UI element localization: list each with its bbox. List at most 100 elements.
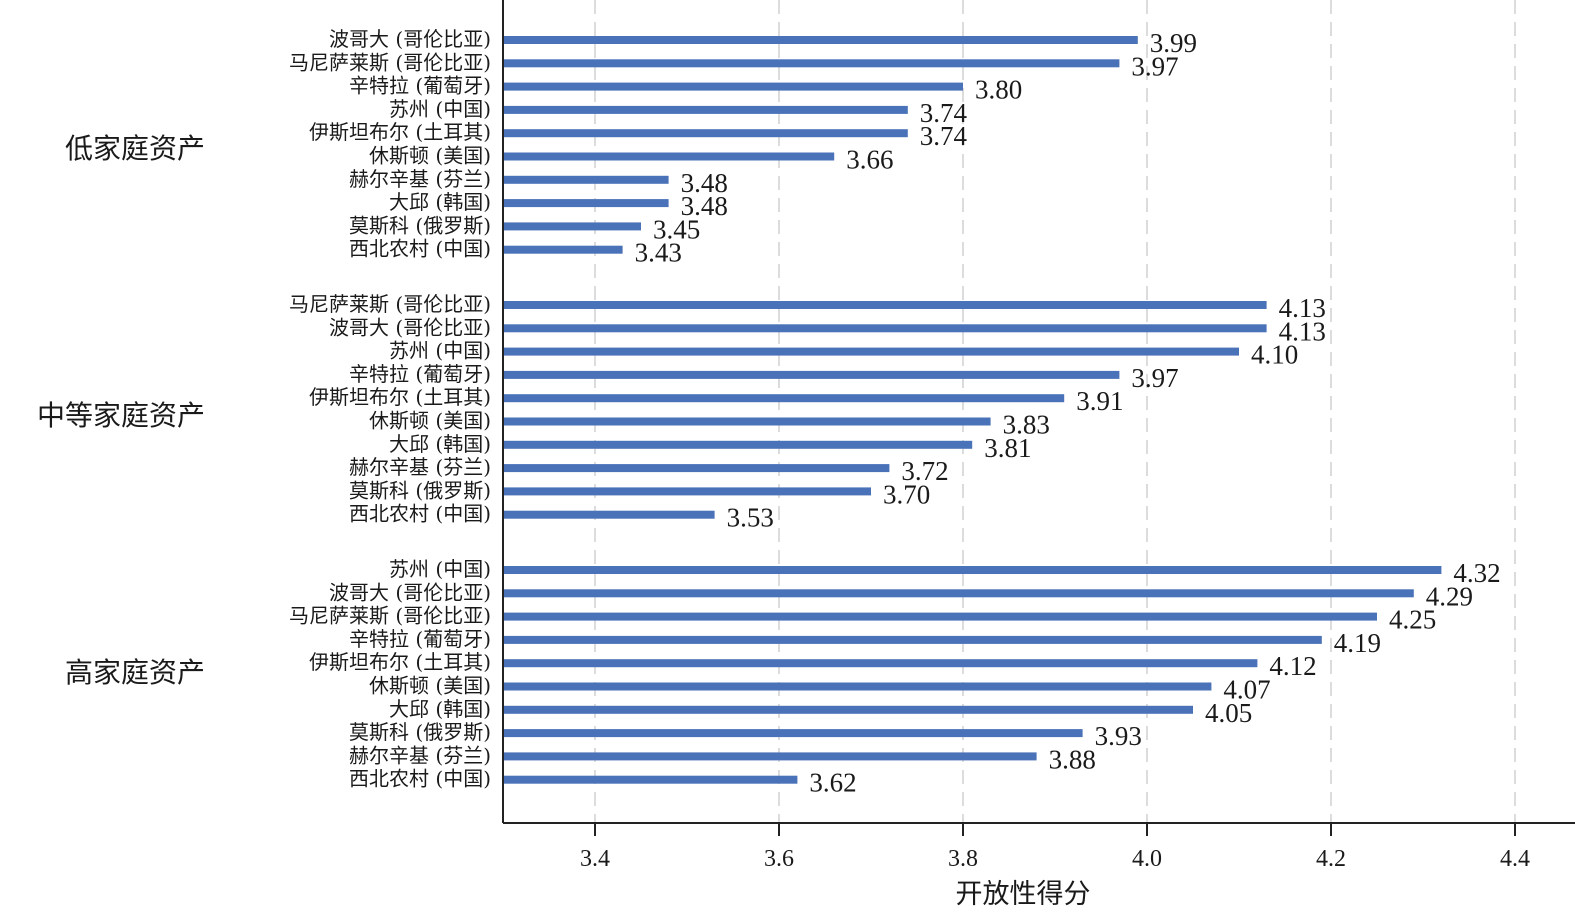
category-label: 波哥大 (哥伦比亚) — [329, 580, 491, 604]
category-label: 伊斯坦布尔 (土耳其) — [309, 385, 491, 409]
category-label: 马尼萨莱斯 (哥伦比亚) — [289, 604, 491, 628]
data-label: 4.07 — [1223, 675, 1270, 705]
data-label: 3.97 — [1131, 51, 1178, 81]
bar — [503, 59, 1120, 68]
data-label: 3.74 — [920, 98, 968, 128]
x-tick-label: 4.0 — [1132, 846, 1162, 872]
bar — [503, 612, 1377, 621]
bar — [503, 729, 1083, 738]
bar — [503, 566, 1442, 574]
data-label: 3.97 — [1131, 363, 1178, 393]
category-label: 辛特拉 (葡萄牙) — [349, 362, 491, 386]
category-label: 西北农村 (中国) — [349, 237, 491, 261]
bar — [503, 510, 715, 519]
bar — [503, 222, 641, 231]
bar — [503, 635, 1322, 644]
data-label: 4.25 — [1389, 605, 1436, 635]
data-label: 3.45 — [653, 214, 700, 244]
bar — [503, 775, 798, 784]
category-label: 苏州 (中国) — [389, 97, 491, 121]
category-label: 莫斯科 (俄罗斯) — [349, 478, 491, 502]
bar — [503, 659, 1258, 668]
data-label: 3.48 — [681, 191, 728, 221]
x-tick-label: 4.2 — [1316, 846, 1346, 872]
data-label: 3.43 — [635, 238, 682, 268]
group-label: 高家庭资产 — [65, 656, 205, 689]
category-label: 马尼萨莱斯 (哥伦比亚) — [289, 50, 491, 74]
category-label: 赫尔辛基 (芬兰) — [349, 455, 491, 479]
category-label: 伊斯坦布尔 (土耳其) — [309, 650, 491, 674]
category-label: 大邱 (韩国) — [389, 697, 491, 721]
bar — [503, 589, 1414, 598]
bar — [503, 440, 973, 449]
data-label: 3.72 — [901, 456, 948, 486]
category-label: 莫斯科 (俄罗斯) — [349, 213, 491, 237]
bar — [503, 394, 1065, 403]
category-label: 大邱 (韩国) — [389, 190, 491, 214]
category-label: 伊斯坦布尔 (土耳其) — [309, 120, 491, 144]
data-label: 4.10 — [1251, 340, 1298, 370]
category-label: 莫斯科 (俄罗斯) — [349, 720, 491, 744]
category-label: 休斯顿 (美国) — [369, 144, 491, 168]
bar — [503, 36, 1138, 44]
data-label: 3.62 — [809, 768, 856, 798]
category-label: 西北农村 (中国) — [349, 767, 491, 791]
bar — [503, 752, 1037, 761]
data-label: 3.48 — [681, 168, 728, 198]
bar — [503, 487, 871, 496]
bars — [503, 36, 1442, 784]
category-label: 苏州 (中国) — [389, 557, 491, 581]
bar — [503, 682, 1212, 691]
category-label: 大邱 (韩国) — [389, 432, 491, 456]
category-label: 辛特拉 (葡萄牙) — [349, 627, 491, 651]
bar — [503, 324, 1267, 333]
x-axis-label: 开放性得分 — [956, 879, 1091, 910]
bar — [503, 347, 1239, 356]
category-label: 波哥大 (哥伦比亚) — [329, 315, 491, 339]
x-tick-label: 3.6 — [764, 846, 794, 872]
data-label: 4.13 — [1279, 293, 1326, 323]
x-tick-label: 3.4 — [580, 846, 610, 872]
data-label: 4.19 — [1334, 628, 1381, 658]
category-label: 休斯顿 (美国) — [369, 409, 491, 433]
bar — [503, 105, 908, 114]
group-label: 中等家庭资产 — [37, 399, 205, 432]
data-label: 3.81 — [984, 433, 1031, 463]
bar — [503, 301, 1267, 309]
x-tick-label: 4.4 — [1500, 846, 1530, 872]
category-label: 苏州 (中国) — [389, 339, 491, 363]
data-label: 4.12 — [1269, 651, 1316, 681]
data-label: 4.05 — [1205, 698, 1252, 728]
category-label: 西北农村 (中国) — [349, 502, 491, 526]
data-label: 3.70 — [883, 479, 930, 509]
bar — [503, 129, 908, 138]
data-label: 3.66 — [846, 145, 893, 175]
bar — [503, 370, 1120, 379]
bar — [503, 82, 963, 91]
bar — [503, 417, 991, 426]
group-label: 低家庭资产 — [65, 132, 205, 165]
data-label: 4.29 — [1426, 581, 1473, 611]
data-label: 3.88 — [1049, 744, 1096, 774]
data-label: 3.93 — [1095, 721, 1142, 751]
bar — [503, 705, 1193, 714]
data-label: 3.80 — [975, 75, 1022, 105]
data-label: 3.83 — [1003, 410, 1050, 440]
data-label: 4.13 — [1279, 316, 1326, 346]
category-label: 马尼萨莱斯 (哥伦比亚) — [289, 292, 491, 316]
data-label: 3.74 — [920, 121, 968, 151]
grid-lines — [594, 0, 1516, 823]
x-tick-label: 3.8 — [948, 846, 978, 872]
data-label: 3.53 — [727, 503, 774, 533]
category-label: 波哥大 (哥伦比亚) — [329, 27, 491, 51]
data-label: 3.91 — [1076, 386, 1123, 416]
data-label: 4.32 — [1453, 558, 1500, 588]
x-ticks: 3.4 3.6 3.8 4.0 4.2 4.4 — [580, 823, 1530, 872]
category-label: 赫尔辛基 (芬兰) — [349, 743, 491, 767]
bar — [503, 175, 669, 184]
bar — [503, 245, 623, 254]
category-label: 赫尔辛基 (芬兰) — [349, 167, 491, 191]
bar — [503, 199, 669, 208]
